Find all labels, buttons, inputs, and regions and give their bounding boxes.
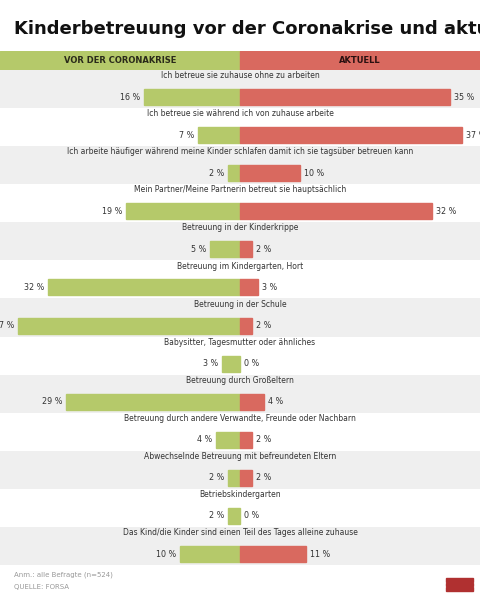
Text: 29 %: 29 % — [42, 397, 62, 406]
Bar — [240, 127, 462, 143]
Bar — [240, 165, 300, 181]
Bar — [240, 279, 258, 295]
Bar — [216, 432, 240, 448]
Bar — [180, 546, 240, 562]
Text: Das Kind/die Kinder sind einen Teil des Tages alleine zuhause: Das Kind/die Kinder sind einen Teil des … — [122, 528, 358, 537]
Text: 11 %: 11 % — [310, 550, 330, 559]
Text: AKTUELL: AKTUELL — [339, 56, 381, 65]
Text: Betreuung im Kindergarten, Hort: Betreuung im Kindergarten, Hort — [177, 261, 303, 270]
Text: 35 %: 35 % — [454, 93, 474, 102]
Text: 32 %: 32 % — [24, 283, 44, 292]
Text: QUELLE: FORSA: QUELLE: FORSA — [14, 584, 70, 590]
Text: Kinderbetreuung vor der Coronakrise und aktuell: Kinderbetreuung vor der Coronakrise und … — [14, 20, 480, 38]
Text: Ich betreue sie zuhause ohne zu arbeiten: Ich betreue sie zuhause ohne zu arbeiten — [161, 71, 319, 80]
Bar — [240, 546, 306, 562]
Bar — [240, 318, 252, 334]
Text: Betreuung durch andere Verwandte, Freunde oder Nachbarn: Betreuung durch andere Verwandte, Freund… — [124, 414, 356, 423]
Text: 3 %: 3 % — [262, 283, 277, 292]
Bar — [228, 165, 240, 181]
Text: Betreuung in der Schule: Betreuung in der Schule — [194, 300, 286, 309]
Text: Abwechselnde Betreuung mit befreundeten Eltern: Abwechselnde Betreuung mit befreundeten … — [144, 452, 336, 461]
Text: 37 %: 37 % — [466, 130, 480, 139]
Text: 2 %: 2 % — [256, 245, 271, 254]
Text: Anm.: alle Befragte (n=524): Anm.: alle Befragte (n=524) — [14, 572, 113, 578]
Bar — [240, 89, 450, 105]
Text: Betreuung in der Kinderkrippe: Betreuung in der Kinderkrippe — [182, 224, 298, 233]
Text: 19 %: 19 % — [102, 207, 122, 216]
Bar — [18, 318, 240, 334]
Bar — [48, 279, 240, 295]
Text: 2 %: 2 % — [209, 474, 224, 483]
Bar — [240, 242, 252, 257]
Bar — [240, 203, 432, 219]
Text: 4 %: 4 % — [197, 435, 212, 444]
Bar — [446, 587, 473, 591]
Text: VOR DER CORONAKRISE: VOR DER CORONAKRISE — [64, 56, 176, 65]
Bar — [446, 578, 473, 581]
Text: 2 %: 2 % — [256, 474, 271, 483]
Bar — [144, 89, 240, 105]
Text: 7 %: 7 % — [179, 130, 194, 139]
Text: 2 %: 2 % — [256, 321, 271, 330]
Bar — [66, 393, 240, 410]
Text: 0 %: 0 % — [244, 359, 259, 368]
Bar — [240, 51, 480, 70]
Text: Betriebskindergarten: Betriebskindergarten — [199, 490, 281, 499]
Bar — [228, 508, 240, 524]
Text: Betreuung durch Großeltern: Betreuung durch Großeltern — [186, 376, 294, 385]
Bar — [446, 583, 473, 586]
Bar — [126, 203, 240, 219]
Bar — [0, 51, 240, 70]
Text: 2 %: 2 % — [209, 169, 224, 178]
Text: 2 %: 2 % — [256, 435, 271, 444]
Bar — [222, 356, 240, 371]
Text: 10 %: 10 % — [304, 169, 324, 178]
Bar — [210, 242, 240, 257]
Text: 4 %: 4 % — [268, 397, 283, 406]
Bar — [240, 393, 264, 410]
Text: Ich arbeite häufiger während meine Kinder schlafen damit ich sie tagsüber betreu: Ich arbeite häufiger während meine Kinde… — [67, 147, 413, 156]
Text: 3 %: 3 % — [203, 359, 218, 368]
Bar — [198, 127, 240, 143]
Bar — [240, 432, 252, 448]
Text: 10 %: 10 % — [156, 550, 176, 559]
Text: Mein Partner/Meine Partnerin betreut sie hauptsächlich: Mein Partner/Meine Partnerin betreut sie… — [134, 185, 346, 194]
Text: 37 %: 37 % — [0, 321, 14, 330]
Text: 2 %: 2 % — [209, 511, 224, 520]
Text: 16 %: 16 % — [120, 93, 140, 102]
Text: 5 %: 5 % — [191, 245, 206, 254]
Bar — [240, 470, 252, 486]
Text: Babysitter, Tagesmutter oder ähnliches: Babysitter, Tagesmutter oder ähnliches — [165, 338, 315, 347]
Text: 0 %: 0 % — [244, 511, 259, 520]
Text: 32 %: 32 % — [436, 207, 456, 216]
Text: Ich betreue sie während ich von zuhause arbeite: Ich betreue sie während ich von zuhause … — [146, 109, 334, 118]
Bar — [228, 470, 240, 486]
